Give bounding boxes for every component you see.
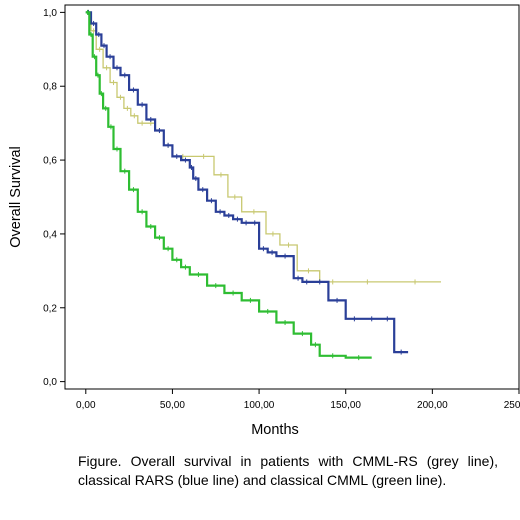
y-tick-label: 0,8 — [43, 82, 57, 93]
y-tick-label: 0,6 — [43, 156, 57, 167]
y-tick-label: 0,4 — [43, 229, 57, 240]
x-tick-label: 0,00 — [76, 400, 96, 411]
figure-caption: Figure. Overall survival in patients wit… — [78, 453, 498, 488]
y-tick-label: 0,2 — [43, 303, 57, 314]
x-tick-label: 100,00 — [244, 400, 275, 411]
plot-frame — [64, 4, 520, 390]
x-axis-title: Months — [251, 422, 299, 438]
y-tick-label: 1,0 — [43, 8, 57, 19]
y-axis-ticks: 0,0 0,2 0,4 0,6 0,8 1,0 — [43, 8, 65, 388]
survival-curves — [85, 9, 441, 361]
y-tick-label: 0,0 — [43, 377, 57, 388]
x-tick-label: 150,00 — [330, 400, 361, 411]
y-axis-title: Overall Survival — [8, 146, 24, 248]
x-tick-label: 50,00 — [160, 400, 185, 411]
x-axis-ticks: 0,00 50,00 100,00 150,00 200,00 250,00 — [76, 389, 520, 411]
x-tick-label: 200,00 — [417, 400, 448, 411]
x-tick-label: 250,00 — [504, 400, 520, 411]
